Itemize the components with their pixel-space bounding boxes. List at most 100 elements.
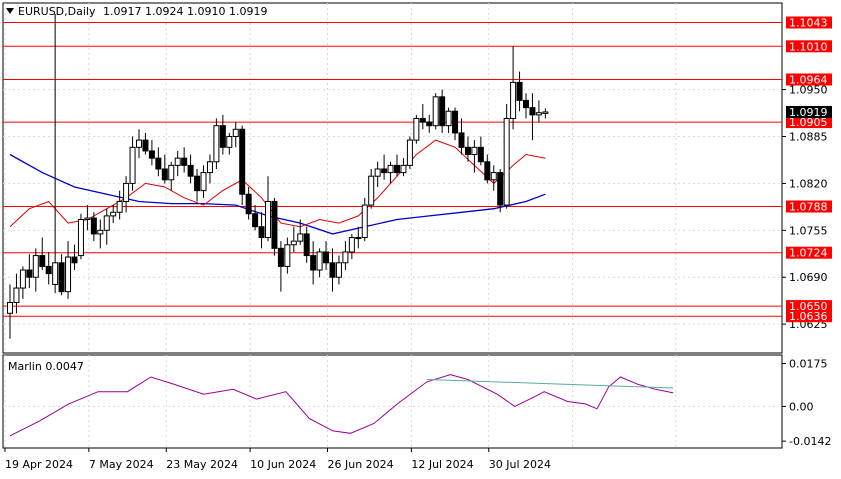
bearish-candle bbox=[45, 265, 52, 275]
candles bbox=[7, 13, 549, 339]
level-label-box bbox=[786, 40, 832, 53]
bullish-candle bbox=[535, 112, 542, 116]
level-label-box bbox=[786, 246, 832, 259]
indicator-grid bbox=[3, 355, 782, 448]
level-label-box bbox=[786, 73, 832, 86]
bullish-candle bbox=[355, 237, 362, 240]
bullish-candle bbox=[136, 139, 142, 148]
chart-header-ohlc: 1.0917 1.0924 1.0910 1.0919 bbox=[103, 5, 267, 18]
bullish-candle bbox=[503, 117, 510, 206]
time-tick-label: 7 May 2024 bbox=[89, 458, 154, 471]
bearish-candle bbox=[155, 157, 162, 170]
bullish-candle bbox=[490, 172, 497, 181]
bearish-candle bbox=[439, 96, 446, 127]
current-price-label-box bbox=[786, 105, 832, 118]
bearish-candle bbox=[219, 125, 226, 148]
bearish-candle bbox=[426, 121, 433, 127]
bearish-candle bbox=[381, 168, 388, 174]
level-label: 1.0636 bbox=[789, 310, 828, 323]
bullish-candle bbox=[65, 256, 72, 293]
level-label: 1.0788 bbox=[789, 201, 828, 214]
bullish-candle bbox=[103, 215, 110, 231]
oscillator-trendline bbox=[426, 379, 674, 389]
slow-moving-average-line bbox=[9, 153, 546, 235]
bullish-candle bbox=[110, 211, 117, 217]
bearish-candle bbox=[142, 139, 149, 152]
bullish-candle bbox=[19, 269, 26, 289]
current-price-label: 1.0919 bbox=[789, 106, 828, 119]
bullish-candle bbox=[471, 146, 478, 156]
bearish-candle bbox=[329, 262, 336, 278]
bearish-candle bbox=[181, 157, 188, 166]
price-tick-label: 1.0885 bbox=[789, 131, 828, 144]
bearish-candle bbox=[39, 255, 46, 267]
bullish-candle bbox=[206, 161, 213, 174]
indicator-title: Marlin 0.0047 bbox=[8, 360, 84, 373]
bullish-candle bbox=[284, 244, 291, 267]
bearish-candle bbox=[187, 164, 194, 177]
bearish-candle bbox=[277, 247, 284, 267]
collapse-triangle-icon[interactable] bbox=[6, 8, 14, 14]
bearish-candle bbox=[394, 164, 400, 174]
level-label-box bbox=[786, 116, 832, 129]
price-tick-label: 1.0820 bbox=[789, 177, 828, 190]
bearish-candle bbox=[516, 81, 523, 101]
bearish-candle bbox=[58, 262, 65, 293]
bullish-candle bbox=[7, 301, 13, 314]
price-tick-label: 1.0950 bbox=[789, 84, 828, 97]
level-label: 1.0650 bbox=[789, 300, 828, 313]
level-label: 1.0905 bbox=[789, 116, 828, 129]
bullish-candle bbox=[406, 139, 413, 166]
bullish-candle bbox=[445, 110, 452, 127]
bullish-candle bbox=[368, 175, 375, 206]
bearish-candle bbox=[484, 161, 491, 181]
time-tick-label: 10 Jun 2024 bbox=[250, 458, 316, 471]
bullish-candle bbox=[387, 164, 394, 174]
bearish-candle bbox=[458, 132, 465, 148]
bullish-candle bbox=[52, 262, 59, 285]
bullish-candle bbox=[174, 157, 181, 166]
level-label-box bbox=[786, 310, 832, 323]
indicator-pane-frame bbox=[2, 354, 783, 449]
bullish-candle bbox=[129, 146, 136, 184]
bullish-candle bbox=[200, 172, 207, 192]
bullish-candle bbox=[400, 164, 407, 174]
oscillator-line bbox=[9, 374, 674, 437]
bullish-candle bbox=[77, 218, 84, 257]
bearish-candle bbox=[323, 251, 330, 264]
bearish-candle bbox=[271, 200, 278, 249]
bearish-candle bbox=[419, 117, 426, 123]
bearish-candle bbox=[529, 107, 536, 116]
bullish-candle bbox=[348, 237, 355, 253]
bearish-candle bbox=[310, 255, 317, 271]
time-tick-label: 30 Jul 2024 bbox=[489, 458, 551, 471]
time-tick-label: 23 May 2024 bbox=[166, 458, 238, 471]
level-label: 1.0964 bbox=[789, 73, 828, 86]
level-lines bbox=[3, 21, 782, 317]
bullish-candle bbox=[342, 251, 349, 264]
time-tick-label: 12 Jul 2024 bbox=[411, 458, 473, 471]
bearish-candle bbox=[148, 150, 155, 159]
bullish-candle bbox=[116, 200, 123, 213]
bullish-candle bbox=[542, 111, 549, 114]
time-axis: 19 Apr 2024 7 May 2024 23 May 2024 10 Jun 2… bbox=[4, 448, 551, 471]
bearish-candle bbox=[477, 146, 484, 163]
indicator-tick-label: -0.0142 bbox=[789, 435, 831, 448]
bullish-candle bbox=[297, 233, 304, 242]
indicator-tick-label: 0.0175 bbox=[789, 358, 828, 371]
time-tick-label: 26 Jun 2024 bbox=[328, 458, 394, 471]
bullish-candle bbox=[510, 81, 517, 119]
bullish-candle bbox=[123, 182, 130, 202]
bullish-candle bbox=[168, 164, 175, 181]
price-tick-label: 1.0690 bbox=[789, 271, 828, 284]
price-tick-label: 1.0755 bbox=[789, 224, 828, 237]
level-labels: 1.1043 1.1010 1.0964 1.0905 1.0788 1.0724 1.06… bbox=[786, 16, 832, 323]
bullish-candle bbox=[374, 168, 381, 177]
bullish-candle bbox=[32, 255, 39, 278]
bearish-candle bbox=[464, 146, 471, 156]
bullish-candle bbox=[226, 136, 233, 148]
indicator-axis: 0.0175 0.00 -0.0142 bbox=[782, 358, 831, 448]
bullish-candle bbox=[432, 96, 439, 127]
